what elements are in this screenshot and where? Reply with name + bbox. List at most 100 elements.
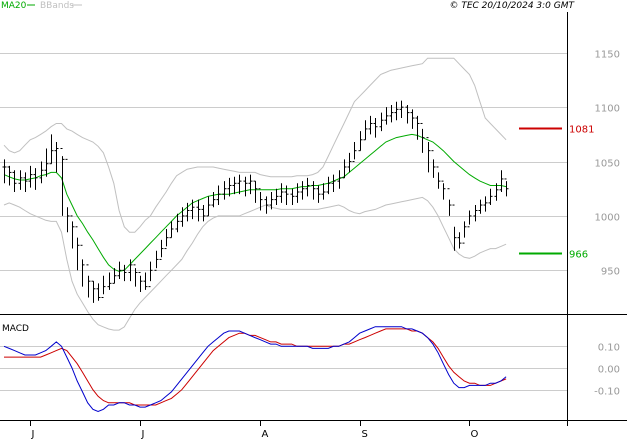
price-tick-label: 1100 — [595, 104, 620, 115]
ohlc-bar — [462, 221, 467, 244]
ohlc-bar — [175, 213, 180, 233]
ohlc-bar — [264, 196, 269, 214]
ohlc-bar — [426, 137, 431, 173]
ohlc-bar — [222, 181, 227, 200]
price-tick-label: 1050 — [595, 159, 620, 170]
ohlc-bar — [206, 196, 211, 217]
ohlc-bar — [504, 178, 509, 197]
ohlc-bar — [452, 204, 457, 251]
ohlc-bar — [467, 210, 472, 228]
ohlc-bar — [190, 199, 195, 220]
time-tick-label: O — [471, 429, 479, 440]
support-level-label: 966 — [569, 250, 588, 261]
ohlc-bar — [379, 112, 384, 132]
ohlc-bar — [201, 205, 206, 222]
ohlc-bar — [159, 239, 164, 260]
ma20-line — [3, 133, 507, 272]
resistance-level-label: 1081 — [569, 125, 594, 136]
ohlc-bar — [33, 168, 38, 190]
macd-axis-ticks: 0.10 0.00 -0.10 — [594, 343, 620, 398]
price-levels: 1081 966 — [519, 125, 594, 261]
copyright-text: © TEC 20/10/2024 3:0 GMT — [449, 1, 575, 11]
time-tick-label: J — [141, 429, 145, 440]
ohlc-bar — [274, 188, 279, 206]
ohlc-bar — [80, 244, 85, 287]
ohlc-bar — [331, 174, 336, 192]
time-tick-label: A — [262, 429, 269, 440]
ohlc-bar — [358, 131, 363, 152]
ohlc-bar — [75, 226, 80, 271]
ohlc-bar — [478, 199, 483, 214]
ohlc-bar — [326, 176, 331, 195]
macd-gridlines — [0, 346, 567, 391]
ma20-legend-label: MA20 — [1, 1, 27, 11]
ohlc-bar — [148, 261, 153, 288]
ohlc-bar — [399, 100, 404, 119]
bbands-legend-label: BBands — [40, 1, 74, 11]
ohlc-bar — [394, 101, 399, 121]
ohlc-bar — [352, 141, 357, 163]
bbands-lower-line — [3, 196, 507, 331]
ohlc-bar — [347, 152, 352, 173]
ohlc-bar — [279, 183, 284, 203]
ohlc-bar — [248, 174, 253, 195]
ohlc-bar — [65, 158, 70, 233]
ohlc-bar — [300, 181, 305, 200]
ohlc-bar — [128, 259, 133, 282]
macd-panel-title: MACD — [2, 324, 29, 334]
macd-tick-label: 0.10 — [598, 343, 620, 354]
ohlc-bar — [342, 159, 347, 179]
ohlc-bar — [284, 185, 289, 206]
ohlc-bar — [112, 268, 117, 284]
ohlc-bar — [311, 181, 316, 200]
ohlc-bar — [28, 165, 33, 188]
ohlc-bar — [441, 180, 446, 200]
ohlc-bar — [96, 283, 101, 301]
ohlc-bar — [488, 188, 493, 206]
ohlc-bar — [49, 134, 54, 165]
ohlc-bar — [373, 118, 378, 138]
ohlc-bar — [12, 170, 17, 192]
ohlc-bar — [70, 215, 75, 249]
ohlc-bar — [363, 120, 368, 141]
ohlc-bar — [337, 170, 342, 189]
ohlc-bar — [180, 207, 185, 227]
ohlc-bar — [44, 148, 49, 177]
price-tick-label: 1000 — [595, 213, 620, 224]
ohlc-bar — [216, 185, 221, 206]
time-tick-label: J — [31, 429, 35, 440]
ohlc-bar — [316, 185, 321, 203]
ohlc-bar — [164, 228, 169, 250]
ohlc-bar — [457, 232, 462, 249]
ohlc-bar — [436, 166, 441, 189]
ohlc-bar — [143, 272, 148, 290]
ohlc-bar — [91, 280, 96, 303]
ohlc-bar — [243, 176, 248, 197]
ohlc-bar — [196, 199, 201, 222]
ohlc-bar — [321, 183, 326, 200]
ohlc-bar — [410, 109, 415, 129]
ohlc-bar — [86, 264, 91, 298]
ohlc-bar — [405, 104, 410, 124]
bbands-upper-line — [3, 57, 507, 233]
macd-tick-label: 0.00 — [598, 365, 620, 376]
price-axis-ticks: 950 1000 1050 1100 1150 — [595, 50, 620, 278]
ohlc-bar — [117, 261, 122, 280]
ohlc-bar — [23, 172, 28, 192]
ohlc-bar — [483, 196, 488, 212]
ohlc-bar — [447, 188, 452, 216]
ohlc-bar — [253, 180, 258, 203]
ohlc-bar — [305, 177, 310, 197]
ohlc-bar — [237, 174, 242, 195]
ohlc-bar — [7, 165, 12, 186]
price-gridlines — [0, 53, 567, 271]
ohlc-bar — [499, 170, 504, 192]
ohlc-bar — [473, 205, 478, 222]
ohlc-bar — [211, 191, 216, 208]
price-tick-label: 1150 — [595, 50, 620, 61]
ohlc-bar — [227, 177, 232, 197]
ohlc-bar — [107, 272, 112, 290]
ohlc-bar — [368, 115, 373, 135]
macd-tick-label: -0.10 — [594, 387, 620, 398]
